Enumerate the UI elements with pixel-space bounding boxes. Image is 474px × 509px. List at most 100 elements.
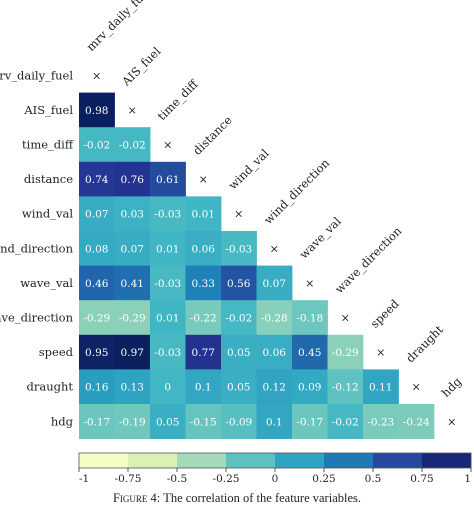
diagonal-marker: × [234,208,243,221]
heatmap-cell [79,265,115,301]
cell-value-label: 0.45 [298,347,321,359]
diagonal-marker: × [163,139,172,152]
heatmap-cells: × 0.98 × -0.02 -0.02 × 0.74 0.76 0.61 × 0.07 0.03 -0… [79,69,456,439]
cell-value-label: 0.01 [156,243,179,255]
colorbar-segment [422,453,472,468]
caption-text: The correlation of the feature variables… [163,491,362,505]
cell-value-label: -0.02 [225,313,252,325]
colorbar-tick-label: 0.75 [410,473,433,485]
heatmap-cell [256,369,293,405]
cell-value-label: 0.56 [227,278,251,290]
cell-value-label: 0.07 [85,209,108,221]
heatmap-cell [150,369,186,405]
heatmap-cell [185,265,222,301]
heatmap-cell [79,334,115,370]
colorbar-tick-label: -0.75 [115,473,142,485]
diagonal-marker: × [412,381,421,394]
heatmap-cell [398,404,435,439]
heatmap-cell [150,196,186,232]
colorbar-tick-label: 1 [464,473,471,485]
cell-value-label: 0.06 [263,347,287,359]
cell-value-label: -0.29 [119,313,146,325]
cell-value-label: 0.16 [85,382,109,394]
cell-value-label: 0.01 [156,313,179,325]
heatmap-cell [79,404,115,439]
colorbar-segment [226,453,276,468]
cell-value-label: 0.01 [192,209,215,221]
row-label-time-diff: time_diff [22,138,74,152]
heatmap-cell [256,300,293,336]
row-label-speed: speed [39,345,74,359]
colorbar-segment [275,453,325,468]
column-label-mrv-daily-fuel: mrv_daily_fuel [84,0,154,54]
column-label-hdg: hdg [439,374,465,400]
cell-value-label: 0.05 [227,347,250,359]
colorbar-segment [79,453,129,468]
cell-value-label: 0.98 [85,105,108,117]
cell-value-label: 0.07 [121,243,144,255]
heatmap-cell [327,369,364,405]
heatmap-cell [221,334,257,370]
heatmap-cell [150,161,186,197]
row-label-wind-direction: wind_direction [0,241,74,255]
cell-value-label: -0.03 [154,278,181,290]
heatmap-cell [292,404,328,439]
cell-value-label: -0.23 [367,416,394,428]
heatmap-cell [221,404,257,439]
column-label-wind-direction: wind_direction [261,155,332,226]
heatmap-cell [114,196,151,232]
cell-value-label: 0.1 [266,416,283,428]
cell-value-label: 0.33 [192,278,215,290]
cell-value-label: 0.06 [192,243,216,255]
diagonal-marker: × [128,104,137,117]
heatmap-cell [363,404,399,439]
cell-value-label: 0.97 [121,347,144,359]
column-label-time-diff: time_diff [155,77,202,124]
heatmap-cell [114,231,151,266]
heatmap-cell [150,334,186,370]
cell-value-label: 0.09 [298,382,321,394]
diagonal-marker: × [270,242,279,255]
figure-label: Figure 4: [112,491,161,505]
cell-value-label: -0.18 [296,313,323,325]
heatmap-cell [185,300,222,336]
cell-value-label: 0.77 [192,347,215,359]
cell-value-label: 0 [164,382,171,394]
cell-value-label: -0.12 [332,382,359,394]
heatmap-cell [185,404,222,439]
diagonal-marker: × [341,312,350,325]
cell-value-label: -0.17 [83,416,110,428]
cell-value-label: -0.03 [154,347,181,359]
heatmap-cell [327,404,364,439]
row-label-wave-val: wave_val [20,276,73,290]
cell-value-label: -0.28 [261,313,288,325]
heatmap-cell [256,404,293,439]
heatmap-cell [79,300,115,336]
cell-value-label: 0.1 [195,382,212,394]
heatmap-cell [185,334,222,370]
heatmap-cell [185,196,222,232]
cell-value-label: 0.46 [85,278,109,290]
cell-value-label: -0.03 [225,243,252,255]
cell-value-label: -0.15 [190,416,217,428]
colorbar-segment [324,453,374,468]
cell-value-label: -0.19 [119,416,146,428]
cell-value-label: 0.03 [121,209,144,221]
row-label-wind-val: wind_val [22,207,73,221]
cell-value-label: 0.05 [227,382,250,394]
cell-value-label: -0.29 [83,313,110,325]
cell-value-label: 0.08 [85,243,108,255]
heatmap-cell [79,196,115,232]
diagonal-marker: × [305,277,314,290]
cell-value-label: 0.07 [263,278,286,290]
heatmap-cell [114,369,151,405]
cell-value-label: 0.95 [85,347,108,359]
heatmap-cell [256,265,293,301]
colorbar-tick-label: -0.5 [167,473,187,485]
cell-value-label: 0.74 [85,174,109,186]
diagonal-marker: × [447,415,456,428]
cell-value-label: 0.76 [121,174,145,186]
heatmap-cell [256,334,293,370]
heatmap-cell [150,300,186,336]
heatmap-cell [150,231,186,266]
